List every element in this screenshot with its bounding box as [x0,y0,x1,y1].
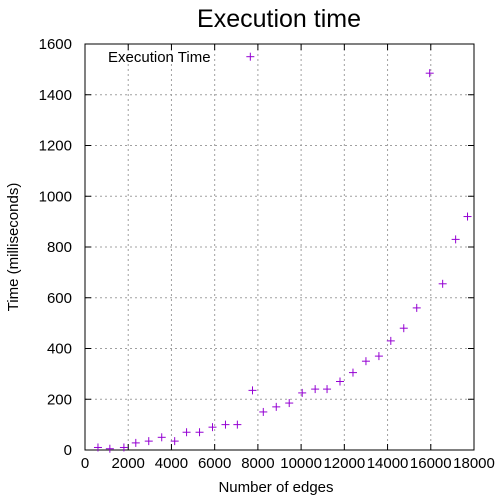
grid-lines [85,44,474,450]
data-point [425,69,434,78]
y-tick-label: 400 [47,341,72,358]
data-point [144,437,153,446]
data-point [348,368,357,377]
x-tick-label: 16000 [410,455,452,472]
data-point [285,399,294,408]
y-tick-label: 0 [64,442,72,459]
data-point [93,443,102,452]
data-point [336,377,345,386]
data-point [259,407,268,416]
axis-ticks: 0 2000 4000 6000 8000 10000 12000 14000 16000 180… [39,36,495,472]
data-point [451,235,460,244]
data-point [248,386,257,395]
y-tick-label: 200 [47,391,72,408]
data-point [105,444,114,453]
data-point [170,437,179,446]
data-point [438,279,447,288]
data-point [233,420,242,429]
data-point [195,428,204,437]
data-point [119,443,128,452]
y-tick-label: 1400 [39,87,72,104]
data-point [298,388,307,397]
x-tick-label: 12000 [323,455,365,472]
y-tick-label: 800 [47,239,72,256]
y-tick-label: 1600 [39,36,72,53]
x-tick-label: 6000 [198,455,231,472]
data-points [93,52,472,453]
x-tick-label: 4000 [155,455,188,472]
data-point [221,420,230,429]
x-tick-label: 2000 [112,455,145,472]
y-tick-label: 1200 [39,138,72,155]
data-point [412,303,421,312]
chart-title: Execution time [197,5,361,33]
data-point [157,433,166,442]
data-point [208,423,217,432]
x-tick-label: 8000 [241,455,274,472]
y-axis-label: Time (milliseconds) [5,183,22,312]
data-point [311,385,320,394]
data-point [361,357,370,366]
data-point [463,212,472,221]
legend: Execution Time [108,49,211,66]
data-point [131,438,140,447]
x-axis-label: Number of edges [218,479,333,496]
data-point [374,352,383,361]
x-tick-label: 0 [81,455,89,472]
data-point [323,385,332,394]
y-tick-label: 600 [47,290,72,307]
x-tick-label: 18000 [453,455,495,472]
data-point [182,428,191,437]
y-tick-label: 1000 [39,188,72,205]
data-point [399,324,408,333]
data-point [386,336,395,345]
x-tick-label: 10000 [280,455,322,472]
data-point [246,52,255,61]
data-point [272,402,281,411]
legend-label: Execution Time [108,49,211,66]
x-tick-label: 14000 [367,455,409,472]
